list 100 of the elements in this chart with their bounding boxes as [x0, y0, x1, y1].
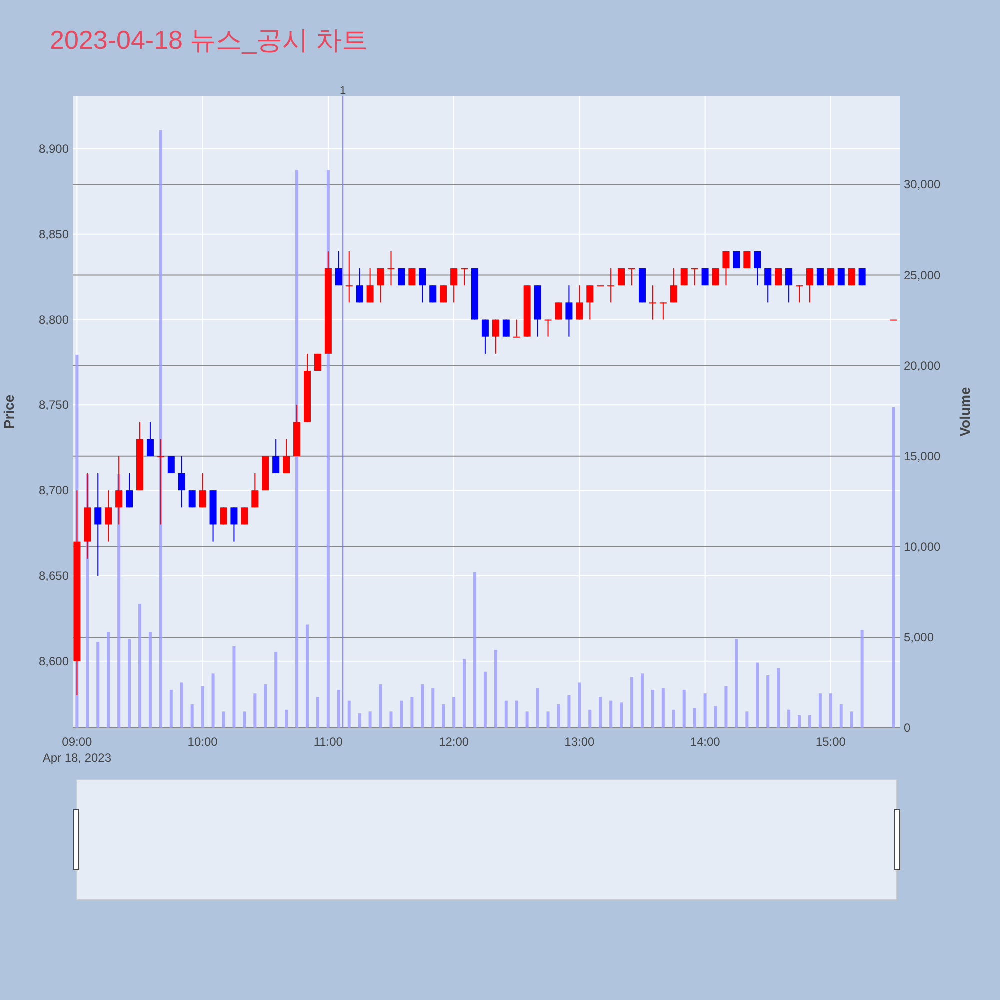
- candlestick: [168, 456, 175, 474]
- x-tick-label: 09:00 Apr 18, 2023: [42, 735, 112, 765]
- candlestick: [628, 268, 636, 286]
- bar: [107, 632, 110, 728]
- x-tick-label: 11:00: [314, 735, 344, 749]
- bar: [379, 684, 382, 728]
- candlestick: [691, 268, 698, 286]
- x-tick-label: 15:00: [816, 735, 846, 749]
- bar: [599, 697, 602, 728]
- x-tick-label: 14:00: [690, 735, 721, 749]
- bar: [432, 688, 435, 728]
- bar: [504, 700, 508, 728]
- bar: [610, 700, 613, 728]
- bar: [306, 624, 309, 728]
- candlestick: [272, 438, 280, 474]
- bar: [756, 662, 760, 728]
- candlestick: [618, 268, 626, 286]
- bar: [222, 712, 226, 728]
- candlestick: [816, 268, 824, 286]
- candlestick: [283, 438, 290, 474]
- candlestick: [146, 422, 154, 457]
- candlestick: [346, 250, 353, 304]
- bar: [138, 604, 142, 728]
- candlestick: [555, 302, 562, 320]
- candlestick: [754, 250, 762, 286]
- bar: [568, 695, 571, 728]
- bar: [536, 688, 540, 728]
- candlestick: [775, 268, 782, 286]
- bar: [358, 714, 362, 728]
- bar: [735, 639, 738, 728]
- bar: [588, 710, 592, 728]
- bar: [201, 686, 204, 728]
- candlestick: [241, 507, 248, 526]
- bar: [557, 704, 560, 728]
- candlestick: [377, 268, 384, 304]
- candlestick: [586, 285, 594, 320]
- y2-axis-title: Volume: [957, 387, 973, 437]
- candlestick: [544, 319, 552, 338]
- bar: [442, 704, 446, 728]
- bar: [368, 712, 372, 728]
- bar: [746, 712, 749, 728]
- bar: [818, 694, 822, 728]
- candlestick: [188, 490, 196, 508]
- candlestick: [230, 507, 238, 542]
- candlestick: [335, 250, 342, 286]
- candlestick: [388, 250, 395, 286]
- bar: [682, 690, 686, 728]
- y2-tick-label: 20,000: [904, 358, 942, 373]
- y2-tick-label: 30,000: [904, 178, 942, 192]
- bar: [452, 697, 456, 728]
- bar: [662, 688, 665, 728]
- bar: [526, 712, 529, 728]
- candlestick: [116, 456, 123, 526]
- candlestick: [398, 268, 406, 286]
- bar: [400, 700, 404, 728]
- candlestick: [712, 268, 720, 286]
- bar: [473, 572, 476, 728]
- bar: [148, 632, 152, 728]
- candlestick: [419, 268, 426, 304]
- candlestick: [492, 319, 500, 354]
- ref-line-label: 1: [340, 85, 346, 97]
- bar: [892, 407, 896, 728]
- bar: [190, 704, 194, 728]
- candlestick: [440, 285, 448, 304]
- bar: [243, 712, 246, 728]
- x-tick-label: 12:00: [439, 735, 470, 749]
- y-tick-label: 8,800: [38, 312, 70, 327]
- candlestick: [806, 268, 814, 304]
- candlestick: [450, 268, 458, 304]
- bar: [484, 672, 487, 728]
- bar: [337, 690, 340, 728]
- bar: [714, 706, 718, 728]
- candlestick: [680, 268, 688, 286]
- candlestick: [199, 472, 206, 508]
- bar: [640, 674, 644, 728]
- bar: [274, 652, 278, 728]
- bar: [410, 697, 414, 728]
- bar: [860, 630, 864, 728]
- candlestick: [838, 268, 845, 286]
- bar: [254, 694, 257, 728]
- candlestick: [858, 268, 866, 286]
- candlestick: [408, 268, 416, 286]
- y2-tick-label: 0: [904, 721, 911, 735]
- bar: [348, 700, 351, 728]
- bar: [128, 639, 132, 728]
- candlestick: [722, 250, 730, 286]
- bar: [264, 684, 268, 728]
- candlestick: [178, 456, 186, 508]
- y-tick-label: 8,850: [38, 227, 70, 242]
- bar: [788, 710, 791, 728]
- candlestick: [786, 268, 793, 304]
- y-tick-label: 8,600: [38, 654, 70, 668]
- bar: [578, 682, 582, 728]
- bar: [651, 690, 654, 728]
- candlestick: [649, 285, 656, 320]
- candlestick: [502, 319, 510, 338]
- bar: [693, 708, 696, 728]
- bar: [96, 642, 100, 728]
- candlestick: [660, 302, 667, 320]
- y2-tick-label: 15,000: [904, 449, 942, 464]
